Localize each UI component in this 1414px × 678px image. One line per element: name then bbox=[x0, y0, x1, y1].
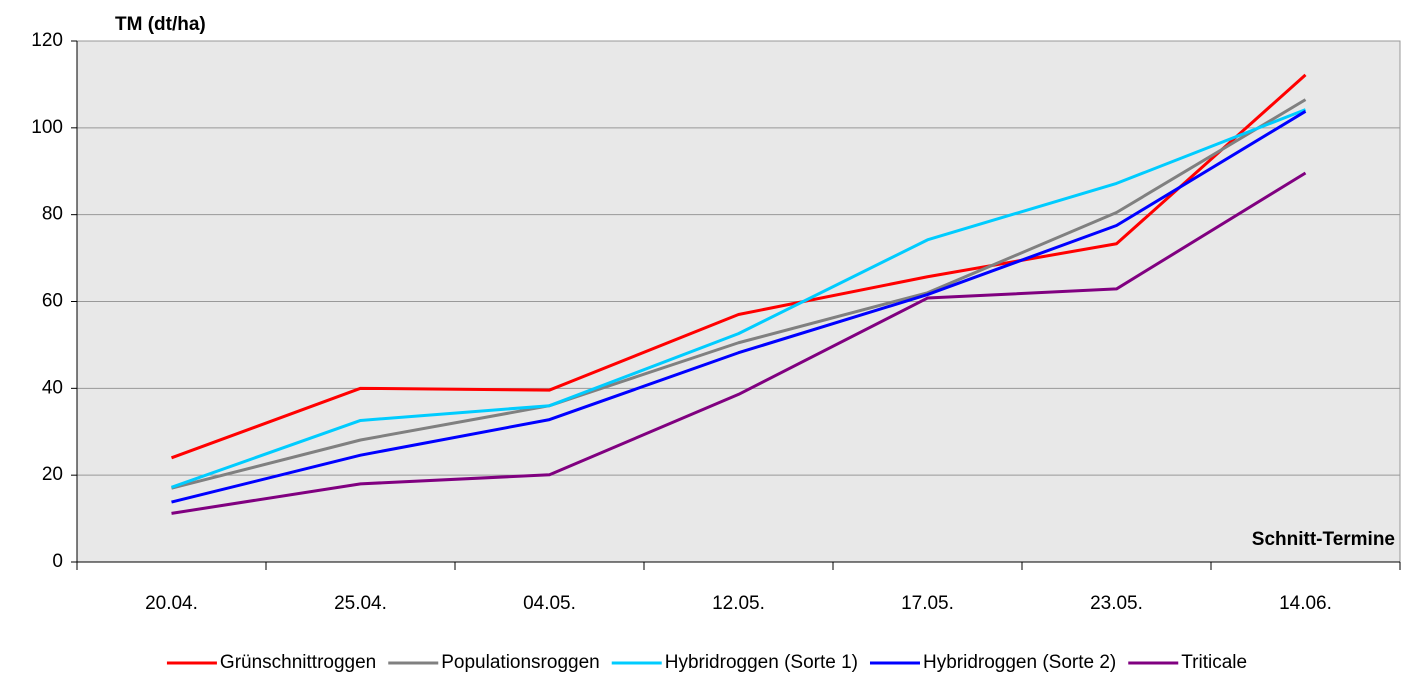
y-tick-label: 120 bbox=[31, 30, 63, 51]
y-tick-label: 0 bbox=[52, 551, 63, 572]
x-tick-label: 14.06. bbox=[1279, 593, 1332, 614]
x-tick-label: 23.05. bbox=[1090, 593, 1143, 614]
legend-label: Populationsroggen bbox=[441, 652, 599, 673]
x-axis-title: Schnitt-Termine bbox=[1252, 529, 1395, 550]
series-line bbox=[171, 110, 1307, 504]
x-tick-label: 04.05. bbox=[523, 593, 576, 614]
series-line bbox=[171, 171, 1307, 515]
x-tick-label: 25.04. bbox=[334, 593, 387, 614]
legend-label: Hybridroggen (Sorte 1) bbox=[665, 652, 858, 673]
y-tick-label: 60 bbox=[42, 291, 63, 312]
legend-label: Triticale bbox=[1181, 652, 1247, 673]
x-tick-label: 20.04. bbox=[145, 593, 198, 614]
series-line bbox=[171, 98, 1307, 490]
y-tick-label: 80 bbox=[42, 204, 63, 225]
series-line bbox=[170, 108, 1307, 489]
y-tick-label: 20 bbox=[42, 464, 63, 485]
y-axis-title: TM (dt/ha) bbox=[115, 14, 206, 35]
series-line bbox=[170, 73, 1307, 460]
x-tick-label: 17.05. bbox=[901, 593, 954, 614]
legend-label: Hybridroggen (Sorte 2) bbox=[923, 652, 1116, 673]
x-tick-label: 12.05. bbox=[712, 593, 765, 614]
legend-label: Grünschnittroggen bbox=[220, 652, 376, 673]
y-tick-label: 40 bbox=[42, 377, 63, 398]
y-tick-label: 100 bbox=[31, 117, 63, 138]
